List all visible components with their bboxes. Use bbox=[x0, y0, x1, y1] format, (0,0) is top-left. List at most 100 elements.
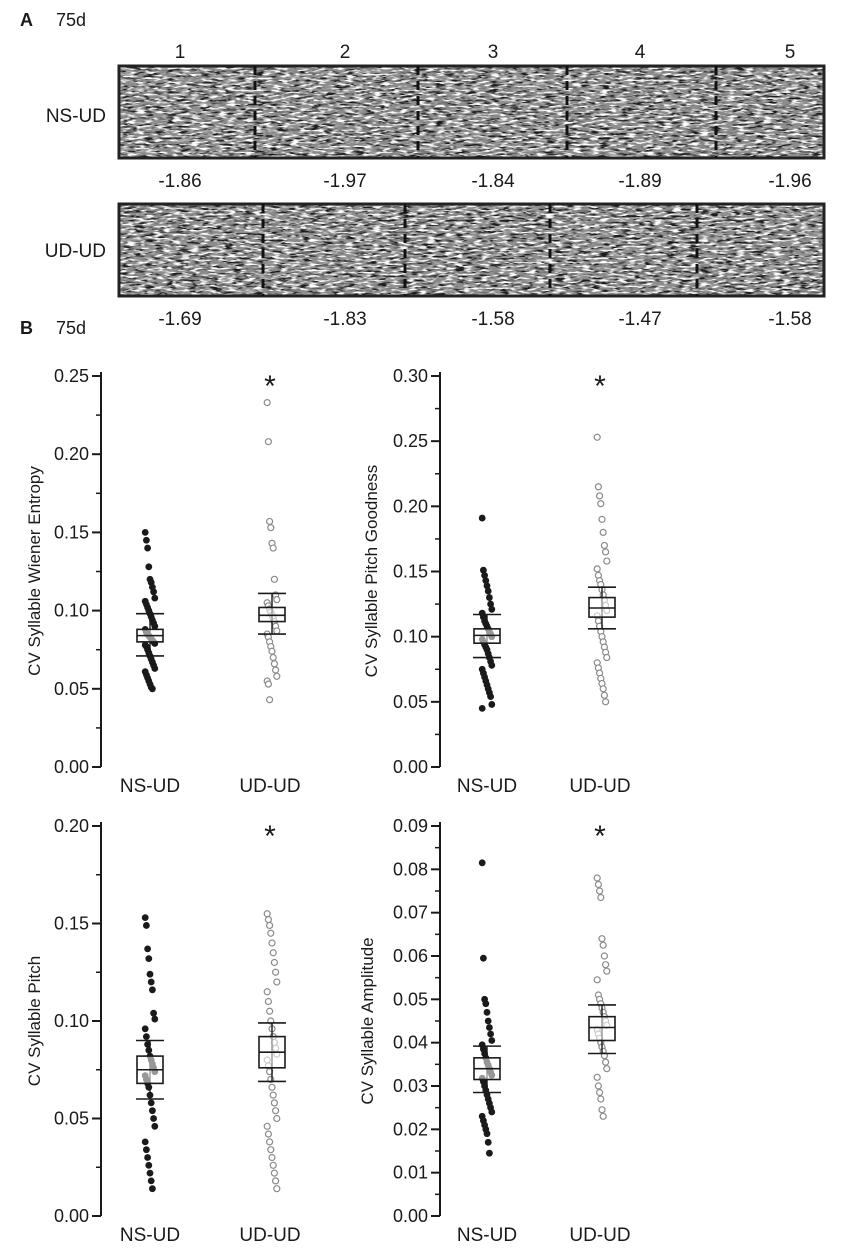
column-number-2: 2 bbox=[340, 42, 351, 63]
data-point bbox=[595, 1088, 604, 1097]
chart-4: 0.00 0.01 0.02 0.03 0.04 0.05 0.06 0.07 0.08 0.09… bbox=[358, 816, 631, 1246]
data-point bbox=[594, 1082, 603, 1090]
data-point bbox=[147, 978, 155, 986]
data-point bbox=[269, 653, 277, 662]
data-point bbox=[487, 1030, 494, 1038]
data-point bbox=[597, 500, 605, 508]
data-point bbox=[488, 605, 496, 613]
data-point bbox=[598, 935, 606, 943]
x-category-label: UD-UD bbox=[569, 1225, 630, 1246]
data-point bbox=[150, 588, 158, 596]
data-point bbox=[486, 594, 493, 601]
similarity-value: -1.58 bbox=[768, 309, 811, 330]
data-point bbox=[273, 978, 281, 986]
similarity-value: -1.89 bbox=[618, 171, 661, 192]
data-point bbox=[266, 696, 274, 704]
panel-b-age: 75d bbox=[56, 318, 86, 338]
data-point bbox=[264, 997, 272, 1006]
data-point bbox=[593, 976, 601, 984]
data-point bbox=[272, 1107, 280, 1115]
y-tick-label: 0.15 bbox=[393, 562, 428, 582]
data-point bbox=[487, 600, 494, 608]
row-label: UD-UD bbox=[45, 241, 106, 262]
y-tick-label: 0.05 bbox=[54, 1109, 89, 1129]
data-point bbox=[270, 660, 278, 668]
data-point bbox=[145, 563, 153, 571]
data-point bbox=[601, 698, 610, 706]
data-point bbox=[151, 1122, 159, 1130]
data-point bbox=[268, 1153, 276, 1162]
spectrogram-frame bbox=[117, 202, 826, 298]
y-tick-label: 0.05 bbox=[54, 679, 89, 699]
data-point bbox=[141, 1138, 149, 1146]
data-point bbox=[269, 949, 277, 957]
data-point bbox=[488, 661, 496, 669]
data-point bbox=[482, 577, 490, 585]
y-tick-label: 0.20 bbox=[393, 496, 428, 516]
panel-b-letter: B bbox=[20, 318, 33, 338]
similarity-value: -1.84 bbox=[471, 171, 515, 192]
data-point bbox=[263, 910, 271, 918]
data-point bbox=[147, 1099, 155, 1107]
data-point bbox=[267, 1146, 275, 1154]
data-point bbox=[484, 1138, 492, 1146]
significance-asterisk: * bbox=[594, 820, 606, 853]
y-tick-label: 0.20 bbox=[54, 444, 89, 464]
data-point bbox=[603, 653, 611, 662]
spectrogram-texture bbox=[119, 66, 824, 158]
column-number-5: 5 bbox=[785, 42, 796, 63]
y-tick-label: 0.06 bbox=[393, 946, 428, 966]
data-point bbox=[266, 1138, 274, 1146]
panel-a-age: 75d bbox=[56, 10, 86, 30]
data-point bbox=[601, 548, 610, 556]
data-point bbox=[483, 1008, 491, 1016]
data-point bbox=[269, 544, 277, 552]
data-point bbox=[601, 961, 610, 969]
data-point bbox=[268, 647, 276, 655]
data-point bbox=[486, 1024, 493, 1031]
y-tick-label: 0.00 bbox=[54, 1206, 89, 1226]
y-tick-label: 0.25 bbox=[393, 431, 428, 451]
column-number-1: 1 bbox=[175, 42, 186, 63]
data-point bbox=[270, 575, 278, 583]
data-point bbox=[151, 622, 159, 630]
data-point bbox=[597, 1095, 605, 1103]
data-point bbox=[272, 968, 280, 976]
x-category-label: NS-UD bbox=[120, 776, 180, 797]
data-point bbox=[595, 887, 604, 895]
spectrogram-frame bbox=[117, 64, 826, 160]
data-point bbox=[600, 952, 609, 960]
y-tick-label: 0.01 bbox=[393, 1163, 428, 1183]
data-point bbox=[145, 1046, 153, 1054]
data-point bbox=[264, 1130, 272, 1138]
box bbox=[588, 1015, 616, 1042]
data-point bbox=[149, 685, 156, 693]
data-point bbox=[264, 915, 272, 924]
y-tick-label: 0.05 bbox=[393, 989, 428, 1009]
y-tick-label: 0.10 bbox=[393, 627, 428, 647]
data-point bbox=[269, 1161, 277, 1169]
data-point bbox=[266, 1007, 274, 1015]
y-tick-label: 0.08 bbox=[393, 859, 428, 879]
data-point bbox=[141, 914, 149, 922]
data-point bbox=[143, 1146, 150, 1154]
panel-a-spectrograms: 1 2 3 4 5 NS-UD -1.86 -1.97 -1.84 -1.89 -1.96 UD-UD… bbox=[45, 42, 826, 330]
chart-2: 0.00 0.05 0.10 0.15 0.20 0.25 0.30 CV Syllable … bbox=[362, 366, 631, 797]
similarity-value: -1.97 bbox=[323, 171, 366, 192]
data-point bbox=[143, 536, 150, 544]
data-point bbox=[149, 1185, 156, 1193]
data-point bbox=[263, 1122, 271, 1130]
data-point bbox=[273, 672, 281, 680]
data-point bbox=[478, 514, 486, 522]
column-number-4: 4 bbox=[635, 42, 646, 63]
data-point bbox=[484, 1017, 492, 1025]
data-point bbox=[488, 701, 496, 708]
y-tick-label: 0.09 bbox=[393, 816, 428, 836]
data-point bbox=[599, 1112, 607, 1120]
data-point bbox=[144, 1154, 152, 1161]
data-point bbox=[270, 1169, 278, 1177]
data-point bbox=[593, 874, 601, 882]
y-tick-label: 0.10 bbox=[54, 1011, 89, 1031]
data-point bbox=[603, 967, 611, 975]
